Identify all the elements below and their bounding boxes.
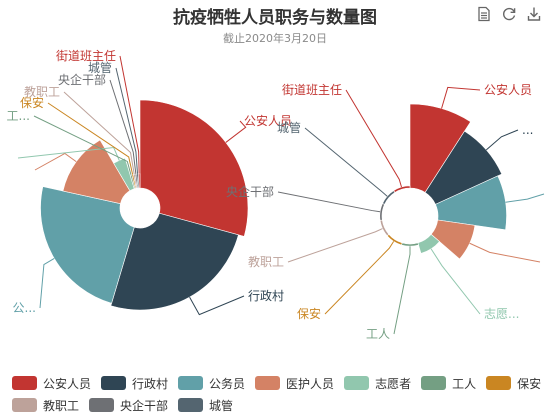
chart1-label-7: 教职工 [24, 84, 60, 99]
legend: 公安人员 行政村 公务员 医护人员 志愿者 工人 保安教职工 央企干部 城管 [12, 374, 548, 414]
chart1-label-line-6 [47, 102, 134, 175]
chart2-label-line-3 [469, 242, 541, 263]
chart2-slice-5 [401, 242, 419, 247]
chart1-label-line-2 [39, 258, 55, 309]
chart1-label-line-5 [33, 115, 132, 176]
chart1-label-line-10 [119, 55, 140, 174]
chart1-label-line-7 [63, 91, 135, 175]
chart2-slice-0 [409, 103, 471, 193]
chart2-label-line-2 [505, 193, 545, 203]
chart1-label-10: 街道班主任 [56, 49, 116, 63]
legend-label: 行政村 [132, 376, 169, 391]
data-view-icon[interactable] [476, 6, 492, 22]
chart2-label-5: 工人 [366, 327, 390, 341]
chart2-slice-9 [382, 190, 396, 205]
legend-item[interactable]: 公安人员 [12, 374, 91, 392]
chart1-slice-3 [62, 139, 131, 205]
chart1-slice-10 [138, 173, 141, 189]
chart2-slice-8 [379, 203, 385, 221]
chart2-label-7: 教职工 [248, 254, 284, 269]
legend-label: 公安人员 [43, 376, 92, 391]
chart2-label-line-4 [430, 248, 481, 315]
legend-item[interactable]: 行政村 [101, 374, 168, 392]
chart1-label-line-1 [189, 295, 245, 316]
chart2-label-line-0 [441, 86, 481, 109]
legend-item[interactable]: 工人 [421, 374, 476, 392]
chart-subtitle: 截止2020年3月20日 [223, 32, 327, 45]
legend-swatch [12, 398, 37, 412]
chart2-label-line-7 [287, 228, 383, 263]
chart2-label-line-1 [485, 129, 519, 151]
legend-label: 教职工 [43, 398, 80, 413]
chart2-label-line-5 [393, 246, 411, 335]
legend-item[interactable]: 公务员 [178, 374, 245, 392]
chart2-slice-10 [393, 185, 411, 193]
legend-swatch [344, 376, 370, 390]
save-image-icon[interactable] [526, 6, 542, 22]
chart1-label-5: 工... [7, 109, 30, 123]
chart2-label-line-9 [304, 127, 388, 197]
chart1-label-2: 公... [13, 301, 36, 315]
legend-label: 城管 [209, 398, 234, 413]
chart1-label-line-0 [225, 120, 247, 143]
chart2-label-0: 公安人员 [484, 82, 532, 97]
legend-swatch [178, 376, 204, 390]
chart1-label-9: 城管 [88, 60, 112, 75]
legend-label: 志愿者 [375, 376, 412, 391]
chart-area: 公安人员行政村公...工...保安教职工央企干部城管街道班主任公安人员...志愿… [7, 49, 545, 341]
legend-item[interactable]: 教职工 [12, 396, 79, 414]
legend-item[interactable]: 央企干部 [89, 396, 168, 414]
chart2-label-1: ... [522, 123, 533, 137]
legend-label: 保安 [517, 376, 542, 391]
chart2-slice-4 [417, 233, 440, 254]
legend-label: 工人 [452, 376, 477, 391]
chart2-label-10: 街道班主任 [282, 83, 342, 97]
chart1-slice-1 [110, 212, 239, 311]
chart1-label-8: 央企干部 [58, 72, 106, 87]
legend-swatch [255, 376, 281, 390]
chart2-label-line-10 [345, 89, 402, 188]
legend-swatch [101, 376, 127, 390]
chart1-label-line-3 [34, 152, 77, 171]
chart2-label-4: 志愿... [484, 307, 519, 321]
legend-swatch [486, 376, 512, 390]
chart2-slice-2 [435, 175, 507, 231]
chart1-label-line-8 [109, 79, 137, 175]
chart2-slice-3 [430, 219, 476, 260]
toolbox [476, 6, 542, 22]
chart2-label-8: 央企干部 [226, 184, 274, 199]
chart2-label-9: 城管 [277, 120, 301, 135]
chart1-slice-2 [40, 186, 135, 304]
legend-item[interactable]: 保安 [486, 374, 541, 392]
legend-item[interactable]: 医护人员 [255, 374, 334, 392]
restore-icon[interactable] [501, 6, 517, 22]
chart1-label-line-9 [115, 67, 139, 174]
legend-item[interactable]: 城管 [178, 396, 233, 414]
legend-label: 央企干部 [120, 398, 169, 413]
legend-swatch [89, 398, 115, 412]
legend-label: 医护人员 [286, 376, 335, 391]
legend-swatch [12, 376, 37, 390]
legend-item[interactable]: 志愿者 [344, 374, 411, 392]
chart2-slice-7 [379, 219, 390, 237]
chart1-slice-0 [139, 99, 249, 237]
chart2-label-line-6 [324, 241, 395, 315]
chart1-label-6: 保安 [20, 95, 44, 110]
chart1-label-1: 行政村 [248, 289, 284, 303]
chart1-label-0: 公安人员 [244, 113, 292, 128]
legend-label: 公务员 [209, 376, 246, 391]
chart2-slice-1 [424, 130, 503, 205]
chart-title: 抗疫牺牲人员职务与数量图 [173, 8, 377, 28]
chart2-label-6: 保安 [297, 306, 321, 321]
chart2-label-line-8 [277, 191, 381, 213]
legend-swatch [178, 398, 204, 412]
chart2-slice-6 [386, 233, 403, 246]
legend-swatch [421, 376, 447, 390]
